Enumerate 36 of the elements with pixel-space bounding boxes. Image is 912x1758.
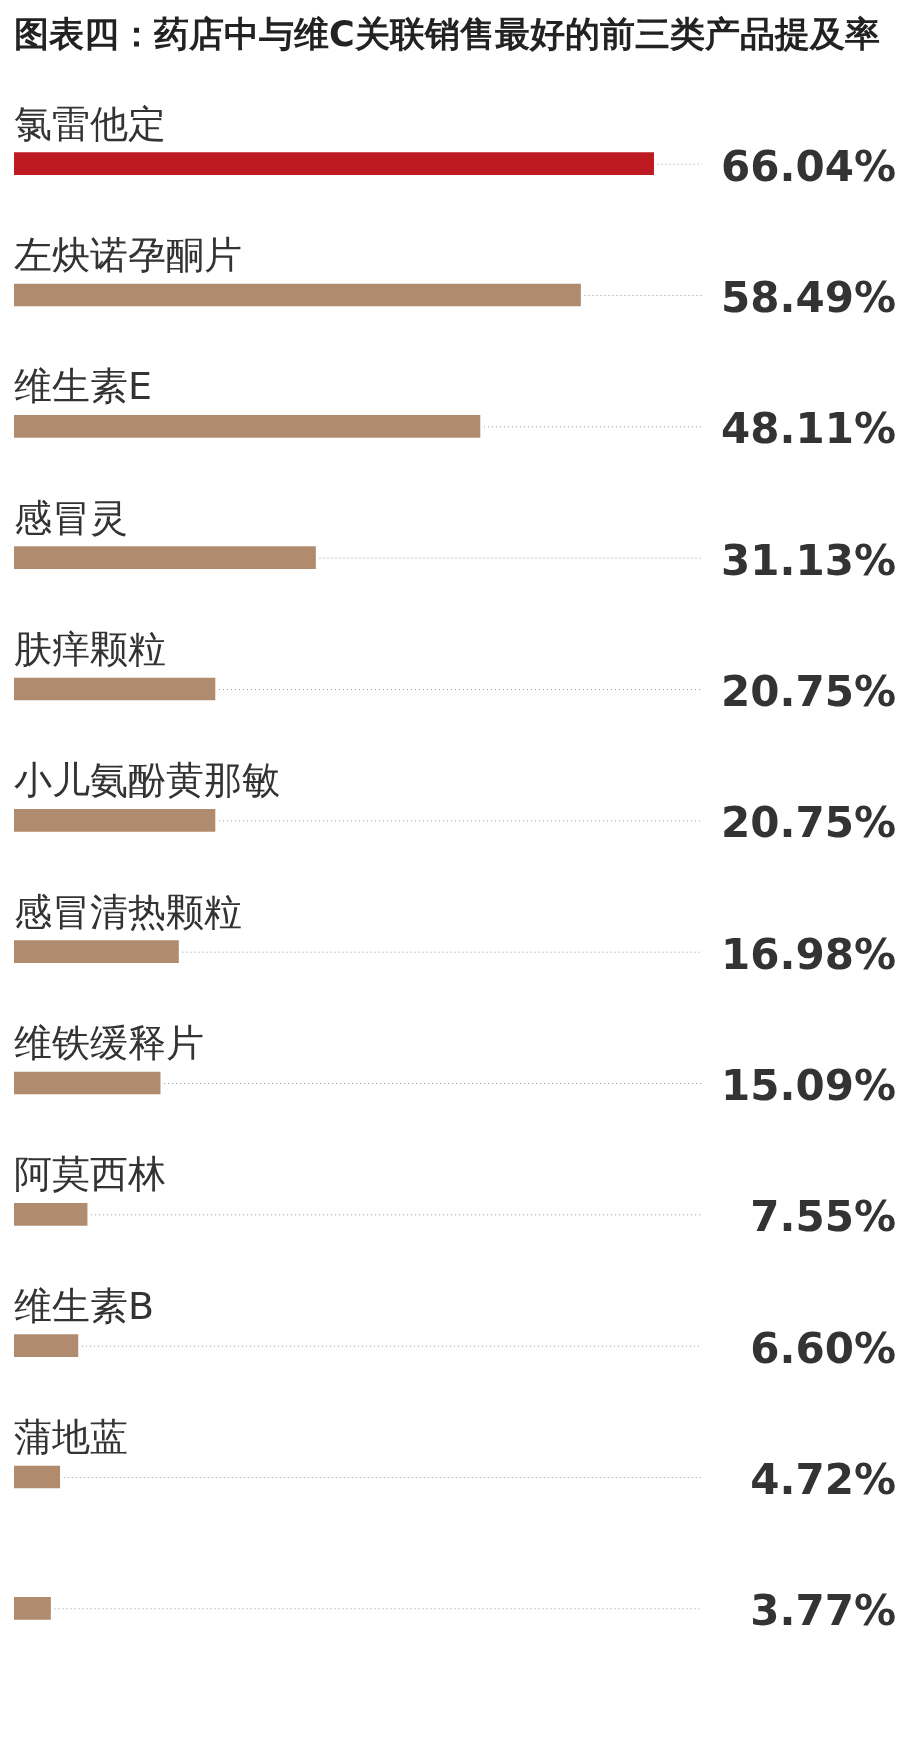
bar [14, 546, 316, 569]
bar [14, 283, 581, 307]
bar [14, 677, 216, 701]
data-label: 15.09% [721, 1060, 896, 1110]
bar [14, 152, 654, 175]
bar [14, 1334, 79, 1357]
bar [14, 1071, 161, 1095]
bar [14, 809, 216, 832]
data-label: 48.11% [721, 404, 896, 454]
data-label: 4.72% [750, 1454, 896, 1504]
bar [14, 415, 481, 438]
data-label: 7.55% [750, 1192, 896, 1242]
y-tick-label: 蒲地蓝 [14, 1414, 128, 1459]
data-label: 66.04% [721, 141, 896, 191]
bar [14, 940, 179, 963]
data-label: 31.13% [721, 535, 896, 585]
data-label: 3.77% [750, 1586, 896, 1636]
y-tick-label: 维生素B [14, 1283, 155, 1328]
y-tick-label: 阿莫西林 [14, 1152, 166, 1197]
bar [14, 1597, 51, 1620]
data-label: 20.75% [721, 798, 896, 848]
chart-title: 图表四：药店中与维C关联销售最好的前三类产品提及率 [13, 13, 881, 56]
data-label: 58.49% [721, 272, 896, 322]
y-tick-label: 小儿氨酚黄那敏 [14, 758, 280, 803]
bar [14, 1465, 61, 1489]
bar [14, 1203, 88, 1226]
data-label: 16.98% [721, 929, 896, 979]
y-tick-label: 维生素E [14, 364, 153, 409]
y-tick-label: 感冒清热颗粒 [14, 889, 242, 934]
data-label: 20.75% [721, 666, 896, 716]
y-tick-label: 肤痒颗粒 [14, 626, 166, 671]
y-tick-label: 感冒灵 [14, 495, 128, 540]
data-label: 6.60% [750, 1323, 896, 1373]
y-tick-label: 氯雷他定 [14, 101, 166, 146]
y-tick-label: 维铁缓释片 [14, 1020, 204, 1065]
y-tick-label: 左炔诺孕酮片 [14, 232, 242, 277]
